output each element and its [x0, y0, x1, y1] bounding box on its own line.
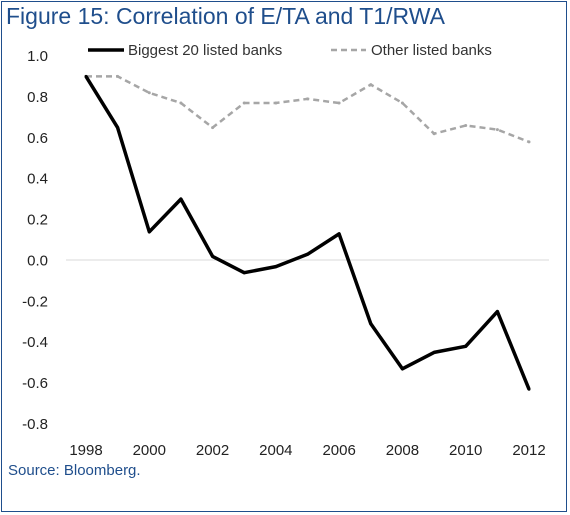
data-point-biggest-20 — [495, 310, 499, 314]
x-tick-label: 2004 — [259, 442, 292, 459]
data-point-other-listed — [274, 101, 278, 105]
legend-label-other-listed: Other listed banks — [371, 42, 492, 59]
legend: Biggest 20 listed banks Other listed ban… — [88, 42, 492, 59]
y-tick-label: 0.2 — [27, 212, 48, 229]
x-tick-label: 2006 — [322, 442, 355, 459]
series-line-other-listed — [86, 75, 530, 144]
data-point-biggest-20 — [274, 265, 278, 269]
data-point-other-listed — [242, 101, 246, 105]
y-tick-label: 1.0 — [27, 48, 48, 65]
data-point-biggest-20 — [84, 74, 88, 78]
y-axis-ticks: 1.0 0.8 0.6 0.4 0.2 0.0 -0.2 -0.4 -0.6 -0.8 — [22, 48, 48, 433]
data-point-other-listed — [464, 124, 468, 127]
data-point-other-listed — [147, 91, 151, 95]
data-point-biggest-20 — [527, 387, 531, 391]
data-point-biggest-20 — [400, 367, 404, 371]
y-tick-label: -0.6 — [22, 375, 48, 392]
data-point-biggest-20 — [369, 322, 373, 326]
series-layer — [84, 74, 531, 391]
data-point-biggest-20 — [116, 126, 120, 130]
x-tick-label: 2010 — [449, 442, 482, 459]
data-point-other-listed — [179, 101, 183, 105]
figure-title: Figure 15: Correlation of E/TA and T1/RW… — [6, 3, 445, 29]
data-point-biggest-20 — [464, 344, 468, 348]
x-tick-label: 2008 — [386, 442, 419, 459]
data-point-other-listed — [116, 74, 120, 78]
y-tick-label: 0.0 — [27, 252, 48, 269]
x-axis-ticks: 1998 2000 2002 2004 2006 2008 2010 2012 — [69, 442, 545, 459]
data-point-biggest-20 — [242, 271, 246, 275]
data-point-other-listed — [369, 83, 373, 87]
legend-label-biggest-20: Biggest 20 listed banks — [128, 42, 282, 59]
y-tick-label: -0.2 — [22, 293, 48, 310]
y-tick-label: 0.6 — [27, 130, 48, 147]
data-point-biggest-20 — [337, 232, 341, 236]
data-point-other-listed — [211, 126, 215, 130]
x-tick-label: 2002 — [196, 442, 229, 459]
data-point-biggest-20 — [306, 252, 309, 256]
y-tick-label: 0.4 — [27, 171, 48, 188]
x-tick-label: 1998 — [69, 442, 102, 459]
data-point-biggest-20 — [432, 350, 436, 354]
y-tick-label: 0.8 — [27, 89, 48, 106]
y-tick-label: -0.4 — [22, 334, 48, 351]
data-point-other-listed — [495, 128, 499, 132]
source-note: Source: Bloomberg. — [8, 462, 141, 479]
data-point-other-listed — [400, 101, 404, 105]
data-point-biggest-20 — [179, 197, 183, 201]
x-tick-label: 2012 — [512, 442, 545, 459]
data-point-other-listed — [306, 97, 309, 101]
data-point-other-listed — [337, 101, 341, 105]
data-point-other-listed — [432, 132, 436, 136]
x-tick-label: 2000 — [133, 442, 166, 459]
data-point-biggest-20 — [147, 230, 151, 234]
data-point-biggest-20 — [211, 254, 215, 258]
y-tick-label: -0.8 — [22, 416, 48, 433]
data-point-other-listed — [527, 140, 531, 144]
series-line-biggest-20 — [84, 75, 531, 390]
